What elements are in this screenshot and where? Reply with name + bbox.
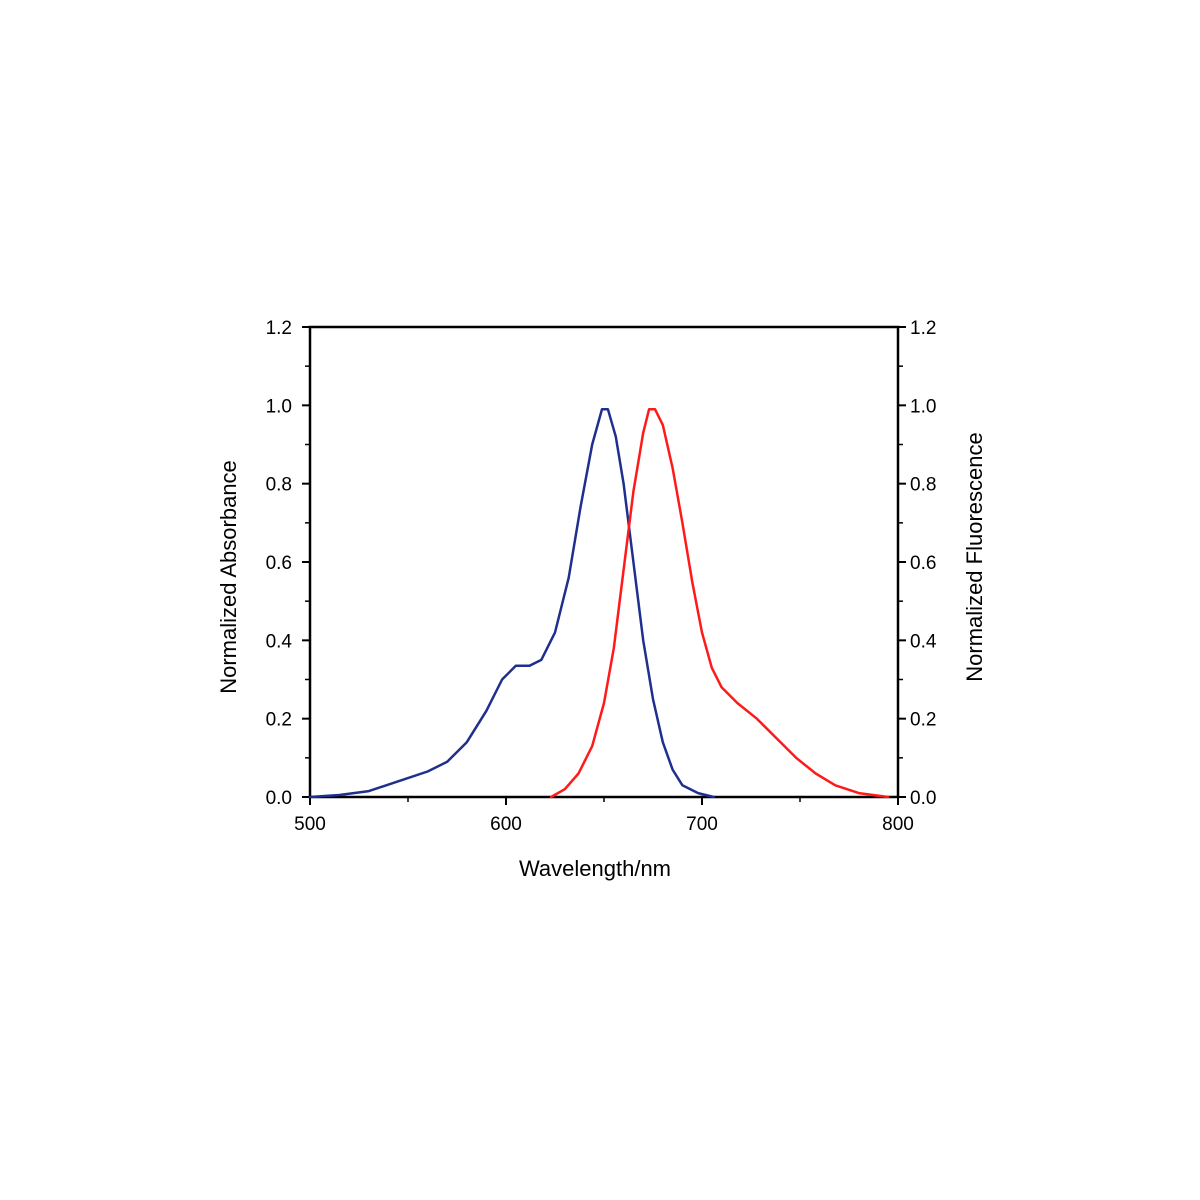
right-y-tick-label: 0.2 [910, 710, 936, 731]
ticks-layer [302, 326, 906, 805]
left-y-tick-label: 0.2 [266, 710, 292, 731]
x-tick-label: 700 [686, 814, 718, 835]
left-y-tick-label: 0.8 [266, 475, 292, 496]
left-axis-title: Normalized Absorbance [216, 460, 241, 694]
left-y-tick-label: 1.2 [266, 318, 292, 339]
series-layer [308, 407, 890, 799]
labels-layer: 500 600 700 800 0.0 0.2 0.4 0.6 0.8 1.0 1.2 0.0 0.2 0… [266, 318, 937, 835]
absorbance-series-line [308, 407, 716, 799]
x-tick-label: 600 [490, 814, 522, 835]
right-y-tick-label: 1.0 [910, 396, 936, 417]
x-tick-label: 500 [294, 814, 326, 835]
x-tick-label: 800 [882, 814, 914, 835]
x-axis-title: Wavelength/nm [519, 856, 671, 881]
fluorescence-series-line [549, 407, 890, 799]
left-y-tick-label: 0.6 [266, 553, 292, 574]
left-y-tick-label: 0.0 [266, 788, 292, 809]
right-y-tick-label: 0.6 [910, 553, 936, 574]
right-y-tick-label: 0.0 [910, 788, 936, 809]
left-y-tick-label: 1.0 [266, 396, 292, 417]
right-axis-title: Normalized Fluorescence [962, 432, 987, 681]
left-y-tick-label: 0.4 [266, 631, 293, 652]
right-y-tick-label: 0.4 [910, 631, 937, 652]
right-y-tick-label: 0.8 [910, 475, 936, 496]
plot-frame [308, 325, 900, 799]
right-y-tick-label: 1.2 [910, 318, 936, 339]
